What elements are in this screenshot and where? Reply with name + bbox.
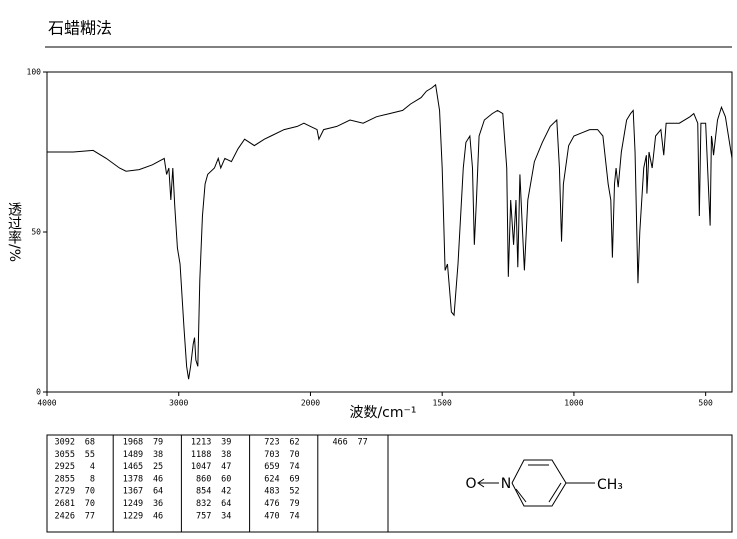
peak-wavenumber: 1968	[123, 438, 143, 448]
peak-intensity: 77	[85, 511, 95, 521]
peak-wavenumber: 3055	[55, 450, 75, 460]
peak-intensity: 70	[85, 499, 95, 509]
plot-frame	[46, 71, 733, 393]
peak-intensity: 62	[289, 438, 299, 448]
peak-intensity: 77	[358, 438, 368, 448]
x-tick-label: 4000	[37, 399, 56, 408]
table-frame	[46, 434, 733, 533]
peak-intensity: 74	[289, 511, 299, 521]
peak-wavenumber: 703	[264, 450, 279, 460]
peak-intensity: 79	[153, 438, 163, 448]
peak-wavenumber: 2729	[55, 487, 75, 497]
x-tick-label: 2000	[301, 399, 320, 408]
peak-wavenumber: 2681	[55, 499, 75, 509]
ring	[511, 459, 567, 507]
spectrum-line	[47, 83, 733, 380]
x-tick-label: 1000	[564, 399, 583, 408]
double-bond	[548, 482, 562, 503]
peak-intensity: 60	[221, 474, 231, 484]
peak-intensity: 52	[289, 487, 299, 497]
peak-intensity: 64	[221, 499, 231, 509]
peak-wavenumber: 3092	[55, 438, 75, 448]
x-tick-label: 500	[698, 399, 713, 408]
x-tick-label: 3000	[169, 399, 188, 408]
peak-wavenumber: 723	[264, 438, 279, 448]
peak-wavenumber: 1249	[123, 499, 143, 509]
peak-intensity: 46	[153, 474, 163, 484]
peak-wavenumber: 854	[196, 487, 211, 497]
peak-wavenumber: 1378	[123, 474, 143, 484]
y-tick-label: 50	[31, 228, 41, 237]
chart-title: 石蜡糊法	[48, 19, 112, 38]
peak-intensity: 55	[85, 450, 95, 460]
peak-wavenumber: 1213	[191, 438, 211, 448]
peak-wavenumber: 860	[196, 474, 211, 484]
peak-wavenumber: 466	[332, 438, 347, 448]
peak-intensity: 68	[85, 438, 95, 448]
x-axis-label: 波数/cm⁻¹	[349, 405, 416, 421]
peak-intensity: 38	[221, 450, 231, 460]
peak-wavenumber: 1465	[123, 462, 143, 472]
arrow-head	[477, 478, 485, 488]
peak-intensity: 39	[221, 438, 231, 448]
peak-intensity: 25	[153, 462, 163, 472]
structure	[477, 459, 595, 507]
peak-wavenumber: 1047	[191, 462, 211, 472]
peak-intensity: 70	[289, 450, 299, 460]
atom-o: O	[465, 476, 476, 492]
peak-wavenumber: 2426	[55, 511, 75, 521]
peak-wavenumber: 476	[264, 499, 279, 509]
peak-intensity: 38	[153, 450, 163, 460]
peak-wavenumber: 483	[264, 487, 279, 497]
peak-wavenumber: 470	[264, 511, 279, 521]
peak-intensity: 42	[221, 487, 231, 497]
peak-intensity: 8	[90, 474, 95, 484]
peak-intensity: 36	[153, 499, 163, 509]
x-tick-label: 1500	[433, 399, 452, 408]
y-tick-label: 0	[36, 388, 41, 397]
peak-wavenumber: 2925	[55, 462, 75, 472]
peak-wavenumber: 757	[196, 511, 211, 521]
peak-wavenumber: 1367	[123, 487, 143, 497]
peak-intensity: 46	[153, 511, 163, 521]
y-axis-label: 透过率/%	[6, 202, 22, 262]
peak-intensity: 47	[221, 462, 231, 472]
atom-n: N	[501, 476, 511, 492]
peak-intensity: 79	[289, 499, 299, 509]
peak-intensity: 34	[221, 511, 231, 521]
peak-intensity: 74	[289, 462, 299, 472]
peak-wavenumber: 2855	[55, 474, 75, 484]
peak-wavenumber: 1188	[191, 450, 211, 460]
peak-intensity: 64	[153, 487, 163, 497]
peak-wavenumber: 659	[264, 462, 279, 472]
peak-intensity: 70	[85, 487, 95, 497]
methyl: CH₃	[597, 477, 623, 493]
peak-intensity: 69	[289, 474, 299, 484]
double-bond	[515, 488, 527, 503]
peak-wavenumber: 1229	[123, 511, 143, 521]
peak-wavenumber: 1489	[123, 450, 143, 460]
peak-wavenumber: 624	[264, 474, 279, 484]
y-tick-label: 100	[27, 68, 42, 77]
peak-intensity: 4	[90, 462, 95, 472]
peak-wavenumber: 832	[196, 499, 211, 509]
